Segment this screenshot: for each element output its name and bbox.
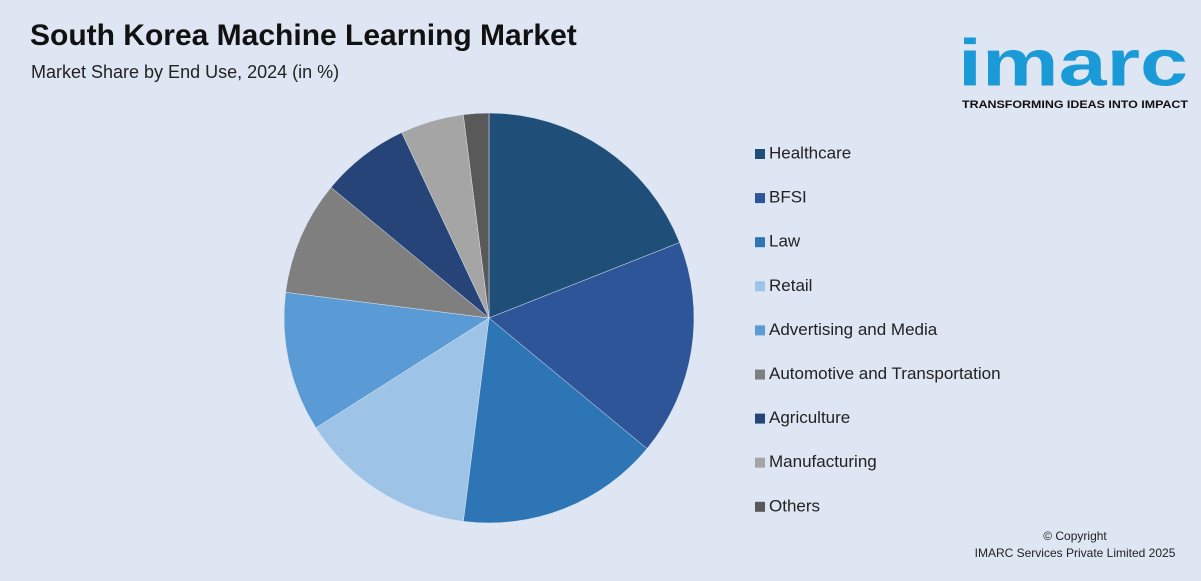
legend-swatch [755,369,765,380]
legend-swatch [755,457,765,468]
legend-swatch [755,281,765,292]
pie-slice [488,242,695,450]
logo-tagline: TRANSFORMING IDEAS INTO IMPACT [962,99,1188,111]
legend-label: Agriculture [769,408,850,427]
copyright-owner: IMARC Services Private Limited 2025 [975,546,1176,560]
pie-slice [285,186,490,319]
legend-swatch [755,149,765,159]
chart-subtitle: Market Share by End Use, 2024 (in %) [31,62,339,82]
pie-slice [463,112,490,319]
legend-swatch [755,501,765,512]
legend-label: Others [769,496,820,515]
logo-name: imarc [958,25,1188,99]
copyright: © Copyright [1043,529,1107,543]
legend-swatch [755,413,765,424]
legend-swatch [755,193,765,204]
legend-label: Advertising and Media [769,320,938,339]
pie-slice [315,317,490,522]
legend-label: Manufacturing [769,452,877,471]
pie-slice [283,292,490,429]
legend-label: Automotive and Transportation [769,364,1001,383]
legend-label: BFSI [769,188,807,207]
legend-swatch [755,237,765,248]
legend-label: Healthcare [769,143,851,162]
chart-title: South Korea Machine Learning Market [30,19,577,52]
legend-label: Retail [769,276,812,295]
pie-slice [463,317,648,524]
legend-label: Law [769,232,801,251]
pie-slice [488,112,680,319]
legend-swatch [755,325,765,336]
